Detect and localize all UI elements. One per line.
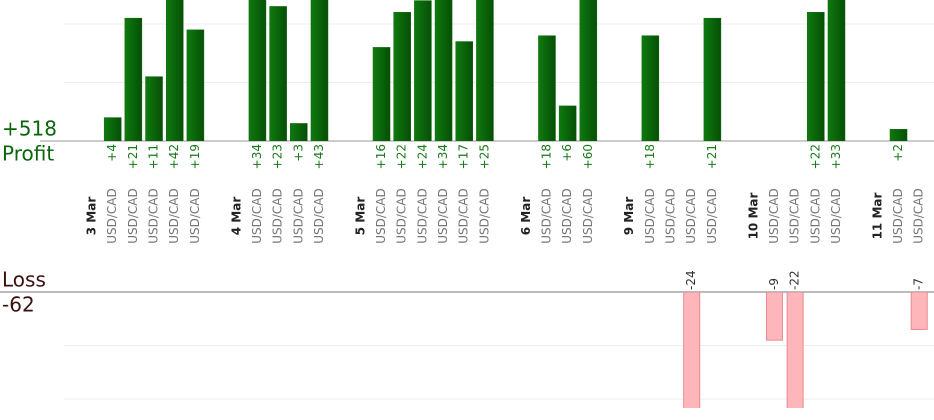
- x-tick-label: USD/CAD: [250, 188, 264, 244]
- value-label: +21: [126, 144, 140, 169]
- value-label: +22: [808, 144, 822, 169]
- profit-bar: [414, 0, 432, 141]
- x-tick-label: USD/CAD: [415, 188, 429, 244]
- profit-bar: [641, 35, 660, 141]
- profit-bar: [290, 123, 308, 141]
- x-tick-label: 4 Mar: [229, 197, 243, 236]
- x-tick-label: USD/CAD: [705, 188, 719, 244]
- value-label: -22: [788, 270, 802, 290]
- profit-bar: [269, 6, 287, 141]
- value-label: +24: [415, 144, 429, 169]
- loss-bar: [683, 292, 701, 408]
- value-label: +11: [147, 144, 161, 169]
- x-tick-label: USD/CAD: [912, 188, 926, 244]
- x-tick-label: USD/CAD: [829, 188, 843, 244]
- loss-bar: [786, 292, 804, 408]
- value-label: -7: [912, 278, 926, 290]
- x-tick-label: 3 Mar: [85, 197, 99, 236]
- x-tick-label: USD/CAD: [788, 188, 802, 244]
- loss-total: -62: [2, 293, 35, 317]
- x-tick-label: USD/CAD: [808, 188, 822, 244]
- loss-bar: [765, 292, 783, 341]
- x-tick-label: USD/CAD: [891, 188, 905, 244]
- profit-bar: [455, 41, 473, 141]
- x-tick-label: USD/CAD: [539, 188, 553, 244]
- x-tick-label: USD/CAD: [560, 188, 574, 244]
- value-label: +60: [581, 144, 595, 169]
- value-label: +25: [477, 144, 491, 169]
- x-tick-label: 10 Mar: [746, 193, 760, 240]
- profit-bar: [372, 47, 391, 141]
- value-label: +34: [250, 144, 264, 169]
- loss-bar: [910, 292, 928, 330]
- x-tick-label: USD/CAD: [312, 188, 326, 244]
- value-label: +3: [291, 144, 305, 162]
- value-label: +17: [457, 144, 471, 169]
- value-label: +19: [188, 144, 202, 169]
- profit-bar: [145, 76, 163, 141]
- x-tick-label: 5 Mar: [353, 197, 367, 236]
- x-tick-label: 11 Mar: [870, 193, 884, 240]
- x-tick-label: USD/CAD: [581, 188, 595, 244]
- x-tick-label: USD/CAD: [188, 188, 202, 244]
- value-label: +6: [560, 144, 574, 162]
- profit-bar: [703, 17, 722, 141]
- profit-bar: [124, 17, 143, 141]
- profit-bar: [579, 0, 598, 141]
- profit-bar: [538, 35, 556, 141]
- profit-bar: [310, 0, 329, 141]
- x-tick-label: USD/CAD: [291, 188, 305, 244]
- x-tick-label: USD/CAD: [767, 188, 781, 244]
- x-tick-label: 6 Mar: [519, 197, 533, 236]
- value-label: +18: [539, 144, 553, 169]
- x-tick-label: USD/CAD: [643, 188, 657, 244]
- profit-label: Profit: [2, 142, 54, 166]
- x-tick-label: USD/CAD: [147, 188, 161, 244]
- x-tick-label: USD/CAD: [664, 188, 678, 244]
- x-tick-label: USD/CAD: [374, 188, 388, 244]
- profit-bar: [248, 0, 267, 141]
- value-label: +22: [395, 144, 409, 169]
- value-label: +2: [891, 144, 905, 162]
- profit-bar: [186, 29, 205, 141]
- profit-bar: [476, 0, 494, 141]
- x-tick-label: USD/CAD: [105, 188, 119, 244]
- value-label: +43: [312, 144, 326, 169]
- x-tick-label: USD/CAD: [395, 188, 409, 244]
- profit-bar: [558, 105, 577, 141]
- profit-bar: [827, 0, 846, 141]
- value-label: +4: [105, 144, 119, 162]
- value-label: +23: [271, 144, 285, 169]
- profit-total: +518: [2, 117, 57, 141]
- x-tick-label: USD/CAD: [167, 188, 181, 244]
- value-label: -9: [767, 278, 781, 290]
- value-label: +42: [167, 144, 181, 169]
- value-label: +18: [643, 144, 657, 169]
- profit-bar: [165, 0, 184, 141]
- x-tick-label: USD/CAD: [126, 188, 140, 244]
- value-label: -24: [684, 270, 698, 290]
- profit-bar: [807, 12, 825, 141]
- x-tick-label: USD/CAD: [271, 188, 285, 244]
- profit-bar: [393, 12, 411, 141]
- value-label: +33: [829, 144, 843, 169]
- value-label: +21: [705, 144, 719, 169]
- x-tick-label: USD/CAD: [477, 188, 491, 244]
- loss-label: Loss: [2, 268, 46, 292]
- x-tick-label: USD/CAD: [684, 188, 698, 244]
- profit-bar: [103, 117, 122, 141]
- profit-bar: [889, 129, 908, 141]
- x-tick-label: USD/CAD: [436, 188, 450, 244]
- x-tick-label: USD/CAD: [457, 188, 471, 244]
- x-tick-label: 9 Mar: [622, 197, 636, 236]
- value-label: +16: [374, 144, 388, 169]
- profit-bar: [434, 0, 453, 141]
- value-label: +34: [436, 144, 450, 169]
